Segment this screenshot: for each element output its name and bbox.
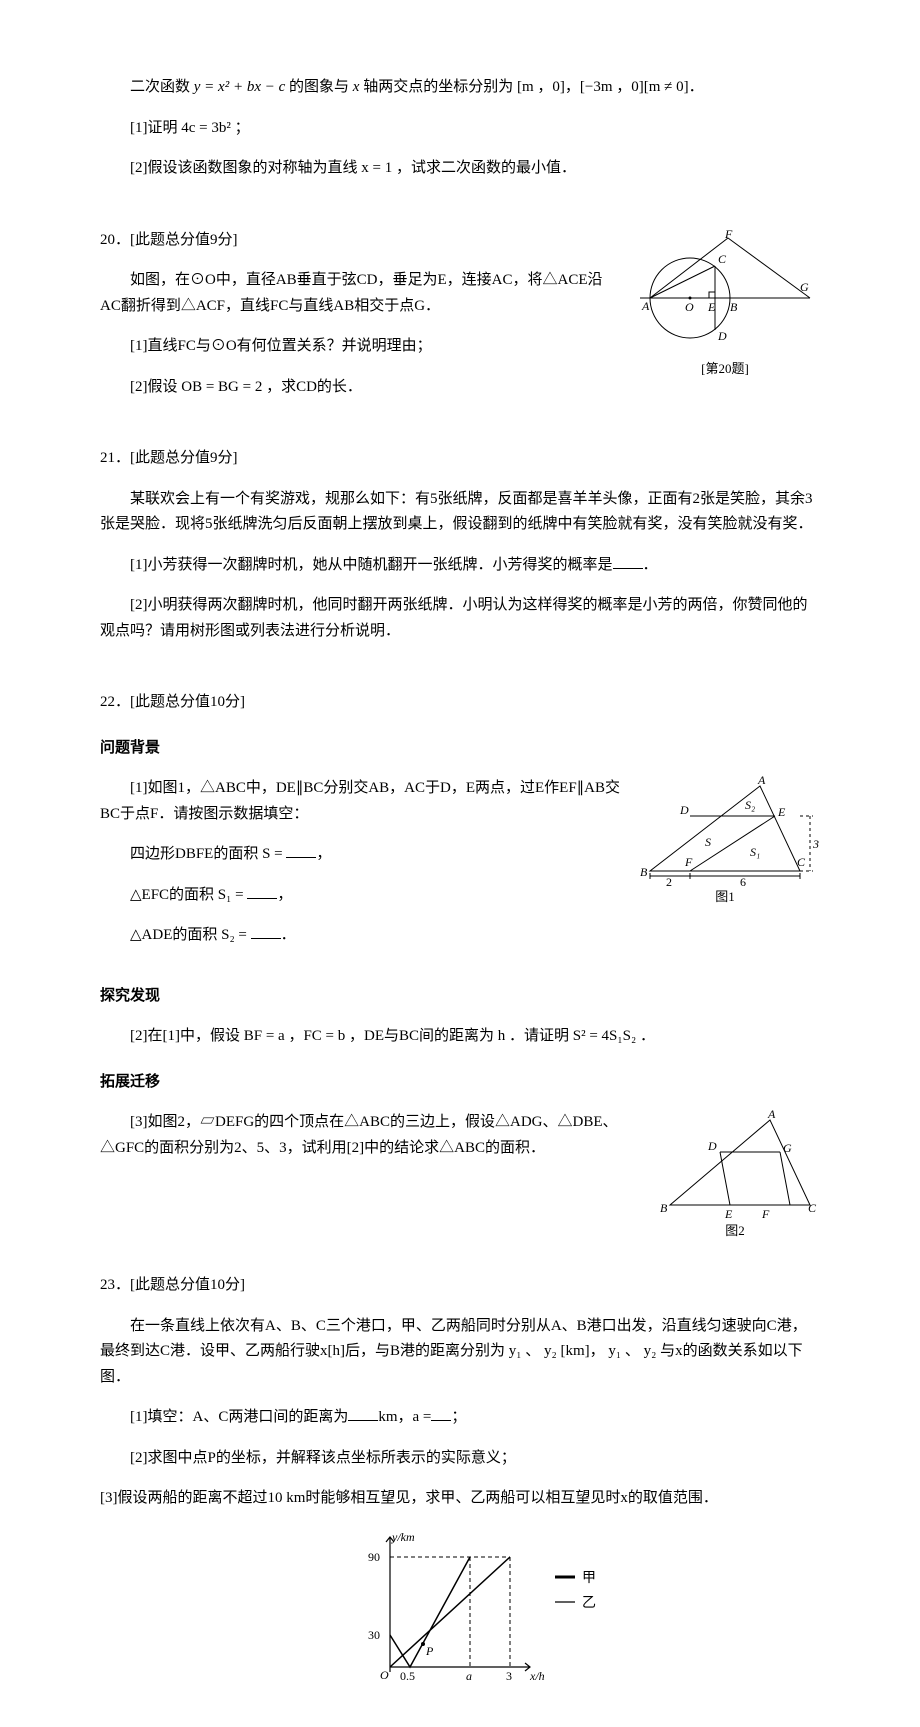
blank xyxy=(251,923,281,939)
q23-p3: [3]假设两船的距离不超过10 km时能够相互望见，求甲、乙两船可以相互望见时x… xyxy=(100,1486,820,1512)
label-E: E xyxy=(724,1207,733,1220)
text: ． xyxy=(281,927,296,943)
q19-block: 二次函数 y = x² + bx − c 的图象与 x 轴两交点的坐标分别为 [… xyxy=(100,75,820,182)
label-D: D xyxy=(679,803,689,817)
q22-fig2: A D G B E F C 图2 xyxy=(650,1110,820,1242)
text: [1]填空：A、C两港口间的距离为 xyxy=(130,1409,348,1425)
text: ， xyxy=(277,887,292,903)
legend-jia: 甲 xyxy=(582,1571,596,1586)
label-A: A xyxy=(767,1110,776,1121)
q21-header: 21．[此题总分值9分] xyxy=(100,446,820,472)
ylabel: y/km xyxy=(391,1530,415,1544)
xtick-3: 3 xyxy=(506,1669,512,1683)
q21-body: 某联欢会上有一个有奖游戏，规那么如下：有5张纸牌，反面都是喜羊羊头像，正面有2张… xyxy=(100,487,820,538)
q20-caption: [第20题] xyxy=(630,358,820,380)
q23-chart: 90 30 O 0.5 a 3 P y/km x/h 甲 乙 xyxy=(360,1527,820,1687)
label-F: F xyxy=(761,1207,770,1220)
label-F: F xyxy=(724,228,733,241)
q22-fig1: A D E B F C S S₁ S₂ 3 2 6 图1 xyxy=(630,776,820,908)
label-F: F xyxy=(684,855,693,869)
q22-fig2-cap: 图2 xyxy=(650,1220,820,1242)
q21-p2: [2]小明获得两次翻牌时机，他同时翻开两张纸牌．小明认为这样得奖的概率是小芳的两… xyxy=(100,593,820,644)
label-C: C xyxy=(797,855,806,869)
xtick-05: 0.5 xyxy=(400,1669,415,1683)
label-E: E xyxy=(707,300,716,314)
q22-s2line: △ADE的面积 S₂ = ． xyxy=(100,923,820,949)
text: 轴两交点的坐标分别为 [m ，0]，[−3m ，0][m ≠ 0]． xyxy=(359,79,703,95)
label-A: A xyxy=(757,776,766,787)
label-E: E xyxy=(777,805,786,819)
q22-bg-title: 问题背景 xyxy=(100,736,820,762)
eq: y = x² + bx − c xyxy=(194,79,286,95)
label-S: S xyxy=(705,835,711,849)
q20-figure: F C A O E B G D [第20题] xyxy=(630,228,820,380)
q22-fig1-svg: A D E B F C S S₁ S₂ 3 2 6 xyxy=(630,776,820,886)
label-6: 6 xyxy=(740,875,746,886)
q23-body: 在一条直线上依次有A、B、C三个港口，甲、乙两船同时分别从A、B港口出发，沿直线… xyxy=(100,1314,820,1391)
q19-p2: [2]假设该函数图象的对称轴为直线 x = 1 ，试求二次函数的最小值． xyxy=(100,156,820,182)
text: 的图象与 xyxy=(285,79,353,95)
label-C: C xyxy=(718,252,727,266)
label-S1: S₁ xyxy=(750,845,760,859)
blank xyxy=(348,1405,378,1421)
q22-block: 22．[此题总分值10分] 问题背景 A D E B F xyxy=(100,690,820,1242)
text: △ADE的面积 S₂ = xyxy=(130,927,251,943)
label-O: O xyxy=(685,300,694,314)
q22-fig1-cap: 图1 xyxy=(630,886,820,908)
label-P: P xyxy=(425,1644,434,1658)
text: ， xyxy=(316,846,331,862)
q19-p1: [1]证明 4c = 3b² ； xyxy=(100,116,820,142)
ytick-30: 30 xyxy=(368,1628,380,1642)
label-B: B xyxy=(660,1201,668,1215)
blank xyxy=(431,1405,451,1421)
label-2: 2 xyxy=(666,875,672,886)
xlabel: x/h xyxy=(529,1669,545,1683)
blank xyxy=(247,883,277,899)
q23-header: 23．[此题总分值10分] xyxy=(100,1273,820,1299)
text: △EFC的面积 S₁ = xyxy=(130,887,247,903)
text: 四边形DBFE的面积 S = xyxy=(130,846,286,862)
label-G: G xyxy=(800,280,809,294)
q21-p1: [1]小芳获得一次翻牌时机，她从中随机翻开一张纸牌．小芳得奖的概率是 ． xyxy=(100,553,820,579)
text: km，a = xyxy=(378,1409,431,1425)
text: ． xyxy=(643,557,658,573)
label-B: B xyxy=(730,300,738,314)
label-D: D xyxy=(707,1139,717,1153)
q19-line1: 二次函数 y = x² + bx − c 的图象与 x 轴两交点的坐标分别为 [… xyxy=(100,75,820,101)
label-G: G xyxy=(783,1141,792,1155)
text: 二次函数 xyxy=(130,79,194,95)
q22-header: 22．[此题总分值10分] xyxy=(100,690,820,716)
q20-block: F C A O E B G D [第20题] 20．[此题总分值9分] 如图，在… xyxy=(100,228,820,416)
xtick-a: a xyxy=(466,1669,472,1683)
q23-p2: [2]求图中点P的坐标，并解释该点坐标所表示的实际意义； xyxy=(100,1446,820,1472)
blank xyxy=(286,842,316,858)
label-S2: S₂ xyxy=(745,798,755,812)
label-A: A xyxy=(641,299,650,313)
origin-O: O xyxy=(380,1668,389,1682)
text: [1]小芳获得一次翻牌时机，她从中随机翻开一张纸牌．小芳得奖的概率是 xyxy=(130,557,613,573)
q22-ext-title: 拓展迁移 xyxy=(100,1070,820,1096)
label-B: B xyxy=(640,865,648,879)
q22-explore-title: 探究发现 xyxy=(100,984,820,1010)
q23-p1: [1]填空：A、C两港口间的距离为 km，a = ； xyxy=(100,1405,820,1431)
text: ； xyxy=(451,1409,466,1425)
q21-block: 21．[此题总分值9分] 某联欢会上有一个有奖游戏，规那么如下：有5张纸牌，反面… xyxy=(100,446,820,644)
legend-yi: 乙 xyxy=(582,1595,596,1611)
ytick-90: 90 xyxy=(368,1550,380,1564)
q20-svg: F C A O E B G D xyxy=(630,228,820,358)
q22-p2: [2]在[1]中，假设 BF = a ，FC = b ，DE与BC间的距离为 h… xyxy=(100,1024,820,1050)
q22-fig2-svg: A D G B E F C xyxy=(650,1110,820,1220)
label-3: 3 xyxy=(812,837,819,851)
blank xyxy=(613,553,643,569)
q23-chart-svg: 90 30 O 0.5 a 3 P y/km x/h 甲 乙 xyxy=(360,1527,620,1687)
label-D: D xyxy=(717,329,727,343)
q23-block: 23．[此题总分值10分] 在一条直线上依次有A、B、C三个港口，甲、乙两船同时… xyxy=(100,1273,820,1687)
label-C: C xyxy=(808,1201,817,1215)
